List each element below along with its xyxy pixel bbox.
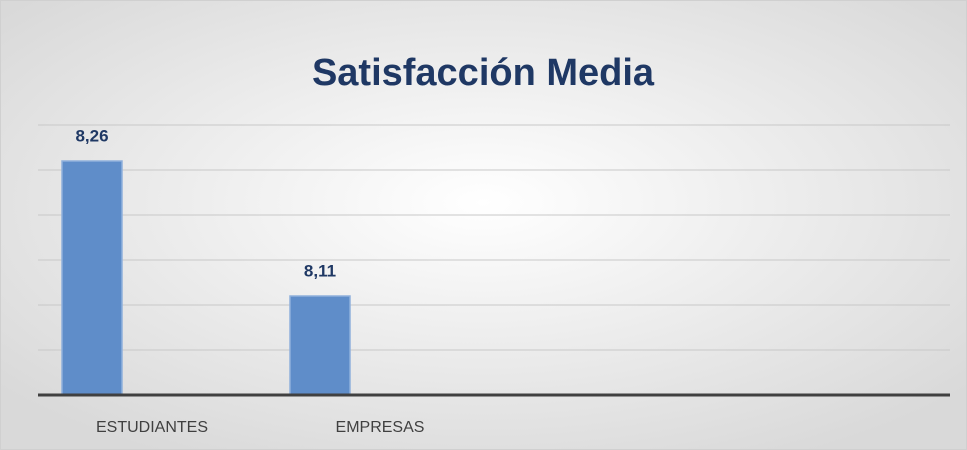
x-tick-label: EMPRESAS [336, 419, 425, 436]
data-label: 8,11 [304, 261, 336, 280]
bar [61, 160, 123, 396]
data-label: 8,26 [75, 126, 108, 145]
bar [289, 295, 351, 396]
chart-title: Satisfacción Media [312, 52, 655, 94]
x-tick-label: ESTUDIANTES [96, 419, 208, 436]
